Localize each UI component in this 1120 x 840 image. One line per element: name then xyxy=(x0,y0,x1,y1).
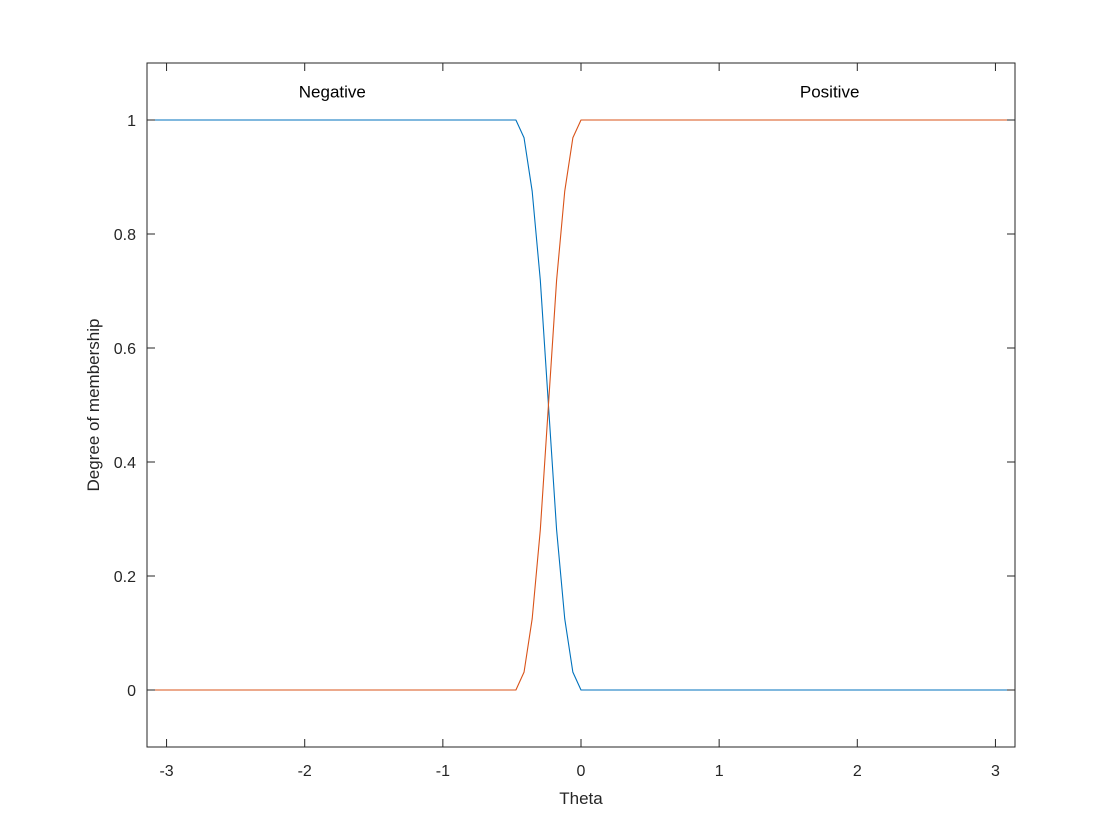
series-line-positive xyxy=(147,119,1015,691)
series-label-positive: Positive xyxy=(800,83,860,102)
x-axis-label: Theta xyxy=(559,789,603,808)
y-tick-label: 0.6 xyxy=(114,341,136,358)
y-axis-label: Degree of membership xyxy=(84,319,103,492)
x-tick-label: -1 xyxy=(436,763,450,780)
y-tick-label: 1 xyxy=(127,113,136,130)
x-tick-label: 0 xyxy=(577,763,586,780)
x-tick-label: 3 xyxy=(991,763,1000,780)
series-label-negative: Negative xyxy=(299,83,366,102)
tick-layer: -3 -2 -1 0 1 2 3 0 0.2 0.4 0.6 0.8 1 xyxy=(114,63,1015,780)
y-tick-label: 0.2 xyxy=(114,569,136,586)
x-tick-label: 2 xyxy=(853,763,862,780)
series-line-negative xyxy=(147,119,1015,691)
y-tick-label: 0.8 xyxy=(114,227,136,244)
x-tick-label: 1 xyxy=(715,763,724,780)
label-layer: Negative Positive Theta Degree of member… xyxy=(84,83,859,809)
y-tick-label: 0 xyxy=(127,683,136,700)
x-tick-label: -3 xyxy=(159,763,173,780)
y-tick-label: 0.4 xyxy=(114,455,136,472)
series-layer xyxy=(147,119,1015,691)
x-tick-label: -2 xyxy=(298,763,312,780)
